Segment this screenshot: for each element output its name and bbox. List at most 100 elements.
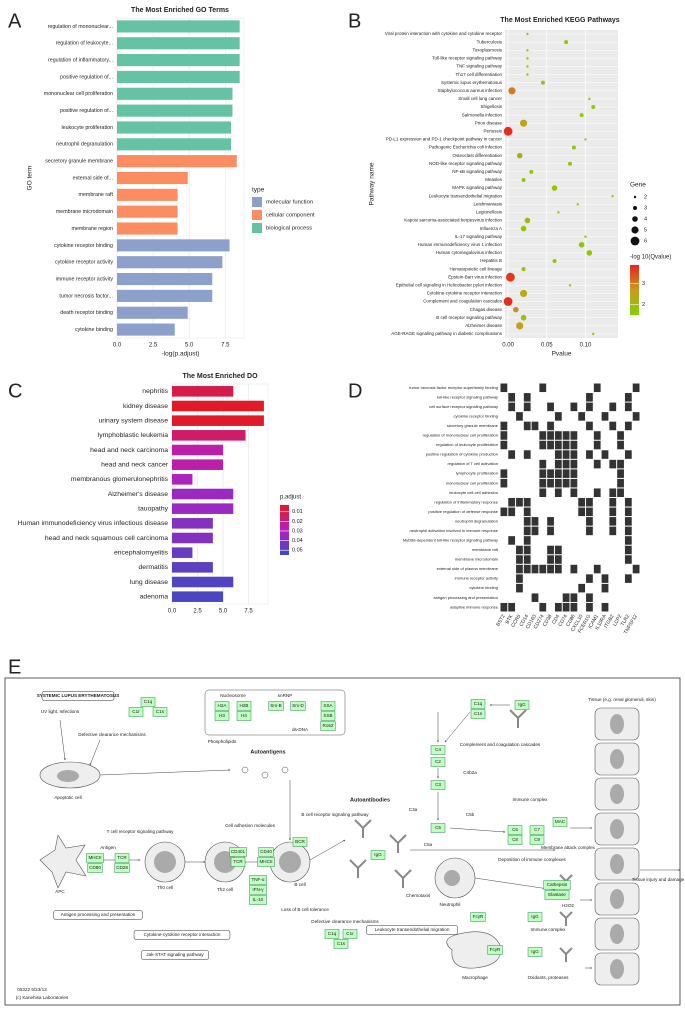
size-legend-label: 4 [644,216,647,222]
pathway-box [366,925,458,935]
heatmap-cell [632,450,640,459]
row-label: tumor necrosis factor receptor superfami… [409,385,498,390]
heatmap-cell [593,545,601,555]
gene-box [430,745,446,755]
point [526,57,529,60]
gene-box [430,823,446,833]
heatmap-cell [609,602,617,612]
diagram-label: Th2 cell [217,887,233,892]
diagram-label: Tissue injury and damage [632,877,685,882]
heatmap-cell [554,593,562,602]
heatmap-cell [624,402,632,412]
heatmap-cell [624,393,632,402]
heatmap-cell [578,574,586,583]
heatmap-cell [547,450,554,459]
heatmap-cell [539,507,547,517]
heatmap-cell [593,583,601,593]
size-legend-key [631,226,639,234]
point [521,267,526,272]
column-label: BST2 [495,613,507,627]
size-legend-key [633,195,637,199]
gene-box [470,699,486,709]
y-tick-label: Pertussis [483,129,502,134]
y-tick-label: Measles [485,177,503,182]
heatmap-cell [601,440,609,450]
point [568,161,573,166]
diagram-label: C4b2a [463,770,477,775]
pathway-box [141,950,209,960]
point [529,169,534,174]
heatmap-cell [570,498,578,507]
gene-box [236,711,252,721]
gene-label: C1q [144,699,153,704]
gene-box [114,863,130,873]
bar [117,70,240,84]
diagram-label: Immune complex [531,927,567,932]
heatmap-cell [578,469,586,478]
y-tick-label: NOD-like receptor signaling pathway [429,161,503,166]
heatmap-cell [601,602,609,612]
gene-box [214,701,230,711]
heatmap-cell [601,402,609,412]
heatmap-cell [508,536,516,545]
heatmap-cell [570,526,578,536]
diagram-shape [154,851,176,873]
gene-label: SSA [323,703,333,708]
diagram-label: Nucleosome [220,693,246,698]
gene-box [529,835,545,845]
heatmap-cell [601,393,609,402]
y-tick-label: Toll-like receptor signaling pathway [432,56,503,61]
heatmap-cell [593,498,601,507]
heatmap-cell [593,402,601,412]
heatmap-cell [554,440,562,450]
row-label: regulation of mononuclear cell prolifera… [423,433,498,438]
row-label: leukocyte cell-cell adhesion [449,490,498,495]
heatmap-cell [531,421,539,431]
diagram-label: UV light, Infections [41,709,80,714]
heatmap-cell [586,517,593,526]
heatmap-cell [617,555,624,564]
y-tick-label: IL-17 signaling pathway [455,234,503,239]
heatmap-cell [578,593,586,602]
heatmap-cell [593,526,601,536]
heatmap-cell [601,555,609,564]
diagram-label: Macrophage [462,975,488,980]
heatmap-cell [601,507,609,517]
heatmap-cell [508,517,516,526]
heatmap-cell [578,545,586,555]
heatmap-cell [586,593,593,602]
heatmap-cell [547,564,554,574]
heatmap-cell [516,440,523,450]
diagram-label: Antigen [100,845,116,850]
heatmap-cell [570,412,578,421]
heatmap-cell [531,536,539,545]
y-tick-label: Chagas disease [470,307,503,312]
heatmap-cell [554,402,562,412]
gene-box [257,857,275,867]
point [506,272,515,282]
heatmap-cell [601,478,609,488]
diagram-shape [59,719,66,761]
tissue-nucleus [610,819,624,839]
heatmap-cell [516,488,523,497]
gene-label: TCR [233,859,243,864]
gene-label: Ro52 [323,723,334,728]
heatmap-cell [516,536,523,545]
heatmap-cell [601,583,609,593]
heatmap-cell [578,583,586,593]
x-tick-label: 2.5 [193,609,202,615]
heatmap-cell [617,517,624,526]
gene-label: Sm-B [270,703,281,708]
tissue-nucleus [610,749,624,769]
point [557,211,560,214]
heatmap-cell [531,574,539,583]
gene-label: C1s [337,941,346,946]
row-label: membrane raft [472,547,499,552]
heatmap-cell [562,574,570,583]
y-tick-label: lung disease [130,579,168,586]
heatmap-cell [523,402,531,412]
heatmap-cell [531,526,539,536]
heatmap-cell [516,402,523,412]
gene-box [140,697,156,707]
bar [117,289,213,302]
